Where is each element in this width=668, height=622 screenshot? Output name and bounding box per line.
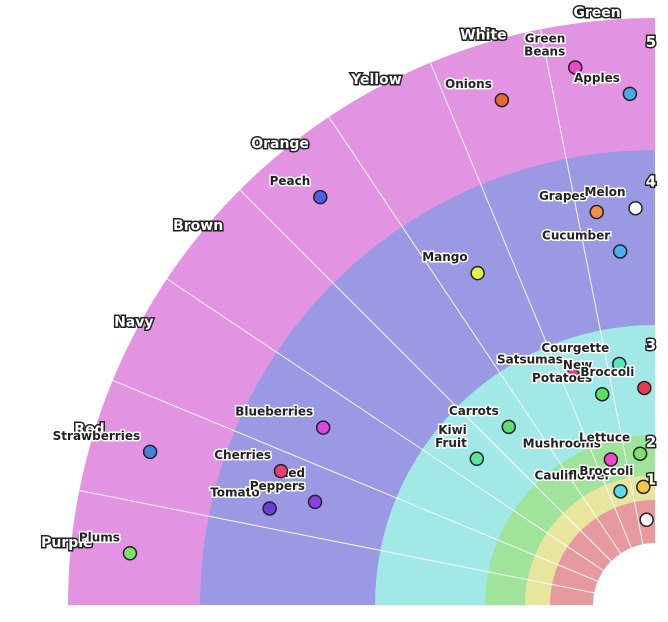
sector-divider	[166, 278, 604, 571]
ring-label-2: 2	[646, 433, 656, 451]
point-label: Mango	[422, 250, 467, 264]
sector-label-green: Green	[573, 5, 620, 21]
point-label: Satsumas	[497, 353, 563, 367]
data-point-mushrooms[interactable]: Mushrooms	[521, 435, 619, 467]
data-point-green-beans[interactable]: Green Beans	[523, 30, 583, 75]
point-label: Grapes	[539, 189, 587, 203]
point-marker[interactable]	[565, 368, 581, 383]
point-label: Kiwi Fruit	[435, 423, 467, 450]
point-label: Tomato	[210, 485, 259, 499]
data-point-plums[interactable]: Plums	[77, 529, 138, 561]
data-point-peach[interactable]: Peach	[268, 173, 328, 205]
point-marker[interactable]	[470, 265, 485, 281]
sector-divider	[239, 189, 612, 562]
center-hole	[593, 543, 655, 605]
point-marker[interactable]	[307, 494, 323, 510]
data-point-unlabeled[interactable]	[639, 512, 654, 528]
sector-divider	[429, 62, 632, 548]
sector-label-orange: Orange	[251, 136, 309, 152]
point-label: Plums	[79, 530, 120, 544]
sector-label-yellow: Yellow	[350, 72, 402, 88]
data-point-courgette[interactable]: Courgette	[540, 339, 627, 372]
data-point-broccoli[interactable]: Broccoli	[579, 363, 652, 396]
data-point-cherries[interactable]: Cherries	[213, 447, 289, 479]
point-label: Broccoli	[579, 464, 633, 478]
point-marker[interactable]	[632, 446, 648, 461]
point-marker[interactable]	[637, 380, 652, 396]
sector-label-navy: Navy	[114, 314, 153, 330]
point-label: Melon	[585, 185, 626, 199]
data-point-broccoli[interactable]: Broccoli	[578, 462, 651, 495]
point-marker[interactable]	[122, 546, 138, 561]
sector-divider	[539, 29, 644, 545]
sector-labels-layer: Purple Red Navy Brown Orange Yellow White Green	[40, 3, 623, 552]
data-point-strawberries[interactable]: Strawberries	[51, 427, 158, 460]
point-label: Green Beans	[524, 31, 565, 58]
spokes-layer	[79, 29, 644, 594]
point-label: Lettuce	[579, 431, 630, 445]
point-label: Cherries	[214, 448, 271, 462]
point-label: Strawberries	[53, 429, 140, 443]
data-point-cauliflower[interactable]: Cauliflower	[533, 467, 628, 499]
point-marker[interactable]	[589, 204, 604, 220]
data-point-blueberries[interactable]: Blueberries	[234, 403, 331, 435]
point-marker[interactable]	[315, 420, 331, 435]
point-marker[interactable]	[568, 60, 583, 75]
point-marker[interactable]	[594, 386, 610, 402]
point-marker[interactable]	[262, 501, 277, 516]
point-marker[interactable]	[639, 512, 654, 528]
data-point-mango[interactable]: Mango	[421, 249, 485, 281]
point-label: New Potatoes	[532, 358, 592, 385]
point-marker[interactable]	[613, 484, 628, 499]
point-label: Carrots	[449, 404, 499, 418]
data-point-new-potatoes[interactable]: New Potatoes	[531, 357, 610, 402]
point-label: Apples	[574, 71, 620, 85]
point-label: Broccoli	[580, 365, 634, 379]
sector-divider	[328, 116, 621, 554]
point-marker[interactable]	[628, 200, 643, 216]
sector-label-purple: Purple	[41, 535, 92, 551]
data-point-satsumas[interactable]: Satsumas	[495, 351, 581, 383]
point-marker[interactable]	[494, 92, 510, 108]
data-point-cucumber[interactable]: Cucumber	[541, 227, 628, 259]
sector-label-brown: Brown	[173, 218, 223, 234]
point-label: Courgette	[541, 341, 609, 355]
point-label: Peach	[270, 174, 311, 188]
data-point-grapes[interactable]: Grapes	[537, 188, 604, 220]
data-point-tomato[interactable]: Tomato	[209, 484, 277, 516]
sector-label-red: Red	[74, 421, 104, 437]
data-point-carrots[interactable]: Carrots	[447, 402, 517, 435]
data-point-lettuce[interactable]: Lettuce	[578, 429, 648, 461]
sector-divider	[79, 489, 595, 594]
point-label: Mushrooms	[523, 437, 601, 451]
point-marker[interactable]	[313, 189, 328, 205]
ring-label-3: 3	[646, 336, 656, 354]
point-marker[interactable]	[611, 356, 627, 372]
sector-label-white: White	[460, 27, 506, 43]
point-marker[interactable]	[142, 444, 158, 460]
point-marker[interactable]	[612, 244, 628, 259]
point-marker[interactable]	[273, 463, 289, 479]
data-point-onions[interactable]: Onions	[444, 76, 510, 108]
data-point-apples[interactable]: Apples	[573, 69, 638, 102]
data-point-melon[interactable]: Melon	[583, 184, 643, 216]
point-marker[interactable]	[622, 86, 638, 102]
point-marker[interactable]	[469, 451, 485, 467]
point-marker[interactable]	[603, 452, 619, 467]
sector-divider	[112, 379, 598, 582]
point-marker[interactable]	[501, 419, 517, 435]
point-label: Onions	[445, 77, 492, 91]
point-label: Cauliflower	[535, 468, 611, 482]
point-label: Blueberries	[235, 405, 313, 419]
point-label: Cucumber	[542, 228, 610, 242]
ring-label-4: 4	[646, 173, 656, 191]
ring-label-5: 5	[646, 33, 656, 51]
point-marker[interactable]	[636, 479, 651, 495]
data-point-kiwi-fruit[interactable]: Kiwi Fruit	[434, 421, 485, 467]
